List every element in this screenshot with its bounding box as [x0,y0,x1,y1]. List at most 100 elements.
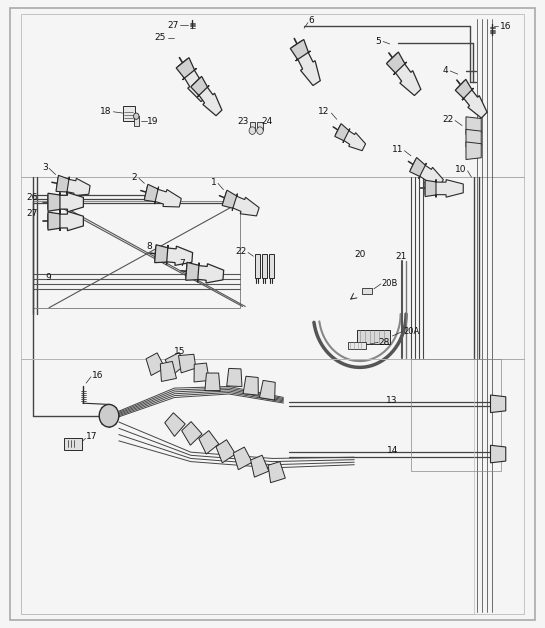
Bar [411,359,501,471]
Polygon shape [192,78,222,116]
Text: 9: 9 [45,273,51,282]
Text: 20A: 20A [403,327,420,336]
Polygon shape [134,116,139,126]
Text: 19: 19 [147,117,159,126]
Text: 1: 1 [210,178,216,187]
Polygon shape [388,53,421,95]
Polygon shape [466,129,481,147]
Text: 2: 2 [132,173,137,181]
Polygon shape [186,264,223,283]
Polygon shape [181,421,202,445]
Text: 6: 6 [309,16,314,24]
Text: 8: 8 [147,242,153,251]
Polygon shape [336,125,366,151]
Polygon shape [466,117,481,134]
Polygon shape [216,440,235,463]
Polygon shape [268,462,286,483]
Text: 17: 17 [86,432,98,441]
Text: 15: 15 [174,347,186,356]
Polygon shape [179,354,196,373]
Circle shape [99,404,119,427]
Polygon shape [56,177,90,196]
Text: 20: 20 [354,250,365,259]
Polygon shape [466,142,481,160]
Text: 22: 22 [442,115,453,124]
Polygon shape [155,245,168,265]
Bar [255,254,260,278]
Polygon shape [48,211,60,231]
Text: 18: 18 [100,107,112,116]
Polygon shape [227,369,242,386]
Text: 4: 4 [443,67,449,75]
Text: 11: 11 [392,145,403,154]
Circle shape [249,127,256,134]
Polygon shape [178,59,208,102]
Polygon shape [186,263,199,283]
Text: 28: 28 [379,338,390,347]
Polygon shape [191,77,209,97]
Polygon shape [259,381,275,400]
Polygon shape [165,413,185,436]
Circle shape [134,113,139,119]
Polygon shape [155,246,192,266]
Text: 22: 22 [235,247,246,256]
Polygon shape [146,353,165,376]
Text: 16: 16 [500,22,511,31]
Polygon shape [144,186,181,207]
Polygon shape [56,175,69,195]
Polygon shape [425,180,436,197]
Polygon shape [48,192,60,212]
Bar [269,254,274,278]
Text: 16: 16 [92,371,103,380]
Polygon shape [144,184,159,204]
Polygon shape [490,395,506,413]
Text: 3: 3 [42,163,48,171]
Polygon shape [223,192,259,216]
Text: 21: 21 [395,252,406,261]
Bar [362,288,372,294]
Polygon shape [425,180,463,197]
Text: 23: 23 [238,117,249,126]
Polygon shape [160,361,177,381]
Polygon shape [251,455,269,477]
Text: 14: 14 [386,447,398,455]
Bar [250,122,255,130]
Text: 7: 7 [179,259,185,268]
Text: 26: 26 [27,193,38,202]
Polygon shape [335,124,350,143]
Polygon shape [48,212,83,230]
Text: 27: 27 [167,21,179,30]
Bar [33,201,240,308]
Bar [64,438,82,450]
Polygon shape [410,159,443,187]
Polygon shape [199,431,219,454]
Polygon shape [292,40,320,85]
Polygon shape [165,352,185,375]
Bar [348,342,366,349]
Polygon shape [48,193,83,212]
Polygon shape [455,79,474,100]
Text: 5: 5 [376,37,382,46]
Polygon shape [290,40,311,61]
Polygon shape [205,373,220,391]
Circle shape [257,127,263,134]
Polygon shape [410,158,426,178]
Bar [257,122,263,130]
Bar [262,254,267,278]
Text: 24: 24 [262,117,273,126]
Text: 10: 10 [455,165,466,174]
Text: 20B: 20B [382,279,398,288]
Polygon shape [457,80,487,118]
Text: 25: 25 [155,33,166,42]
Polygon shape [194,363,209,382]
Text: 27: 27 [27,209,38,218]
Bar [123,106,135,121]
Polygon shape [176,58,197,80]
Polygon shape [386,52,407,75]
Bar [357,330,390,344]
Polygon shape [243,376,258,395]
Bar [21,359,474,614]
Text: 12: 12 [318,107,330,116]
Polygon shape [490,445,506,463]
Polygon shape [222,190,238,210]
